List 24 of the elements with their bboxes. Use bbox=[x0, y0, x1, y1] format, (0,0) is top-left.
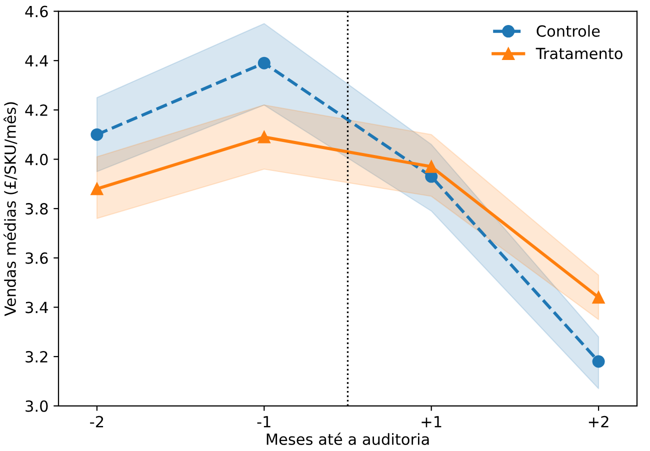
y-tick-label: 3.6 bbox=[26, 252, 48, 264]
point bbox=[258, 130, 270, 144]
y-tick-label: 4.4 bbox=[25, 55, 48, 66]
y-tick-label: 3.4 bbox=[26, 302, 48, 314]
y-tick-label: 4.2 bbox=[25, 104, 48, 116]
point bbox=[425, 160, 438, 173]
point bbox=[592, 355, 605, 368]
point bbox=[592, 291, 605, 304]
x-tick-label: -1 bbox=[257, 416, 270, 428]
y-axis-title: Vendas médias (£/SKU/mês) bbox=[4, 102, 18, 316]
x-tick-label: +2 bbox=[588, 416, 608, 428]
y-tick-label: 3.8 bbox=[26, 203, 48, 215]
x-tick-label: -2 bbox=[90, 416, 104, 428]
x-axis-title: Meses até a auditoria bbox=[266, 432, 429, 446]
y-tick-label: 4.0 bbox=[25, 154, 48, 166]
point bbox=[90, 128, 104, 141]
point bbox=[258, 56, 270, 70]
point bbox=[90, 182, 104, 196]
legend-label: Controle bbox=[536, 25, 600, 37]
legend-label: Tratamento bbox=[536, 48, 622, 60]
y-tick-label: 4.6 bbox=[25, 6, 48, 18]
x-tick-label: +1 bbox=[422, 416, 442, 428]
y-tick-label: 3.0 bbox=[26, 400, 48, 412]
y-tick-label: 3.2 bbox=[26, 351, 48, 363]
